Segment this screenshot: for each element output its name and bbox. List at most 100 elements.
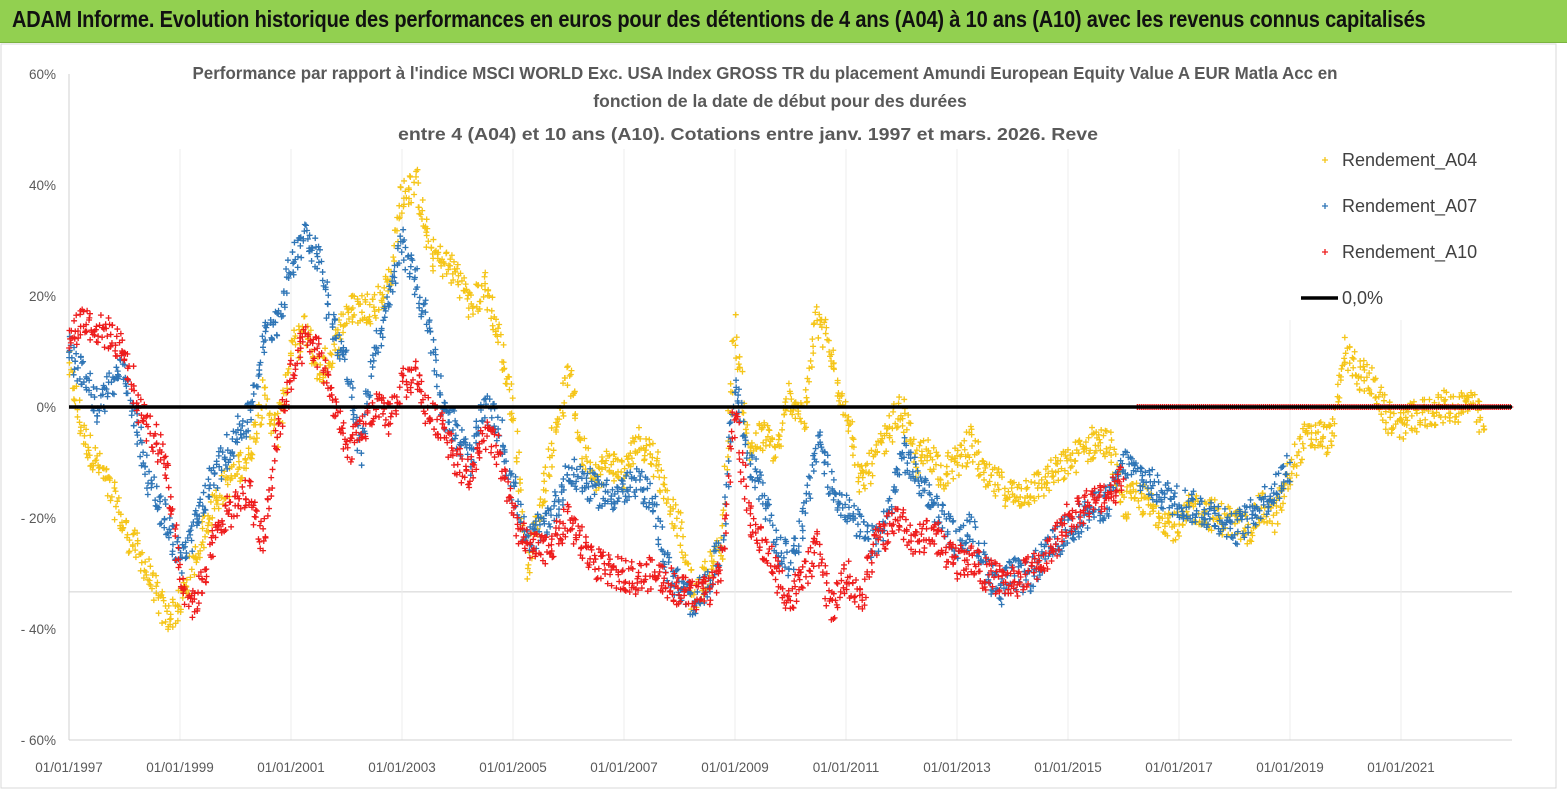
a07-point — [384, 293, 391, 300]
a04-point — [657, 489, 664, 496]
a04-point — [126, 537, 133, 544]
a04-point — [954, 462, 961, 469]
a04-point — [364, 291, 371, 298]
a07-point — [233, 429, 240, 436]
a04-point — [1455, 419, 1462, 426]
a04-point — [653, 457, 660, 464]
a07-point — [190, 519, 197, 526]
a04-point — [909, 441, 916, 448]
a07-point — [260, 344, 267, 351]
a04-point — [475, 282, 482, 289]
a04-point — [752, 430, 759, 437]
a04-point — [1387, 414, 1394, 421]
a04-point — [1299, 425, 1306, 432]
a04-point — [816, 311, 823, 318]
a04-point — [454, 265, 461, 272]
a04-point — [1125, 511, 1132, 518]
a04-point — [764, 422, 771, 429]
a04-point — [972, 437, 979, 444]
a04-point — [1001, 485, 1008, 492]
a04-point — [720, 507, 727, 514]
a04-point — [458, 277, 465, 284]
a07-point — [77, 353, 84, 360]
a04-point — [92, 444, 99, 451]
a04-point — [736, 364, 743, 371]
a04-point — [830, 365, 837, 372]
a04-point — [1297, 459, 1304, 466]
a04-point — [1035, 471, 1042, 478]
a04-point — [1294, 452, 1301, 459]
a04-point — [76, 419, 83, 426]
a04-point — [869, 472, 876, 479]
a07-point — [334, 352, 341, 359]
a04-point — [1176, 532, 1183, 539]
a04-point — [1042, 473, 1049, 480]
a04-point — [655, 461, 662, 468]
a04-point — [1390, 424, 1397, 431]
a04-point — [419, 207, 426, 214]
a04-point — [524, 575, 531, 582]
a04-point — [1279, 486, 1286, 493]
a04-point — [572, 415, 579, 422]
a04-point — [560, 380, 567, 387]
a07-point — [158, 520, 165, 527]
a07-point — [397, 233, 404, 240]
a04-point — [274, 410, 281, 417]
a04-point — [1057, 457, 1064, 464]
y-tick-label: 20% — [29, 289, 56, 304]
a04-point — [1077, 441, 1084, 448]
a04-point — [301, 313, 308, 320]
a07-point — [223, 431, 230, 438]
a04-point — [1060, 476, 1067, 483]
a07-point — [377, 330, 384, 337]
a07-point — [91, 394, 98, 401]
a07-point — [257, 359, 264, 366]
a04-point — [783, 395, 790, 402]
a04-point — [396, 202, 403, 209]
a04-point — [494, 333, 501, 340]
y-tick-label: 0% — [36, 400, 56, 415]
a04-point — [101, 475, 108, 482]
a07-point — [162, 501, 169, 508]
a04-point — [206, 516, 213, 523]
a07-point — [148, 484, 155, 491]
a04-point — [647, 460, 654, 467]
a04-point — [146, 581, 153, 588]
a04-point — [500, 366, 507, 373]
a04-point — [1356, 387, 1363, 394]
a04-point — [513, 458, 520, 465]
a04-point — [1312, 422, 1319, 429]
a04-point — [849, 452, 856, 459]
a04-point — [115, 494, 122, 501]
a04-point — [450, 276, 457, 283]
a07-point — [148, 477, 155, 484]
a04-point — [866, 469, 873, 476]
a04-point — [718, 552, 725, 559]
a07-point — [86, 377, 93, 384]
a04-point — [1278, 507, 1285, 514]
a04-point — [1288, 470, 1295, 477]
a04-point — [264, 396, 271, 403]
a07-point — [101, 408, 108, 415]
a04-point — [969, 458, 976, 465]
a07-point — [237, 427, 244, 434]
a07-point — [169, 541, 176, 548]
a07-point — [140, 460, 147, 467]
a07-point — [138, 424, 145, 431]
a04-point — [243, 465, 250, 472]
a04-point — [688, 567, 695, 574]
a07-point — [94, 412, 101, 419]
a04-point — [1331, 432, 1338, 439]
a04-point — [680, 533, 687, 540]
a04-point — [1068, 463, 1075, 470]
a07-point — [369, 364, 376, 371]
a07-point — [106, 370, 113, 377]
a07-point — [86, 387, 93, 394]
a07-point — [144, 491, 151, 498]
a04-point — [496, 321, 503, 328]
a04-point — [810, 321, 817, 328]
a04-point — [129, 541, 136, 548]
a04-point — [564, 363, 571, 370]
a04-point — [842, 398, 849, 405]
a04-point — [838, 392, 845, 399]
